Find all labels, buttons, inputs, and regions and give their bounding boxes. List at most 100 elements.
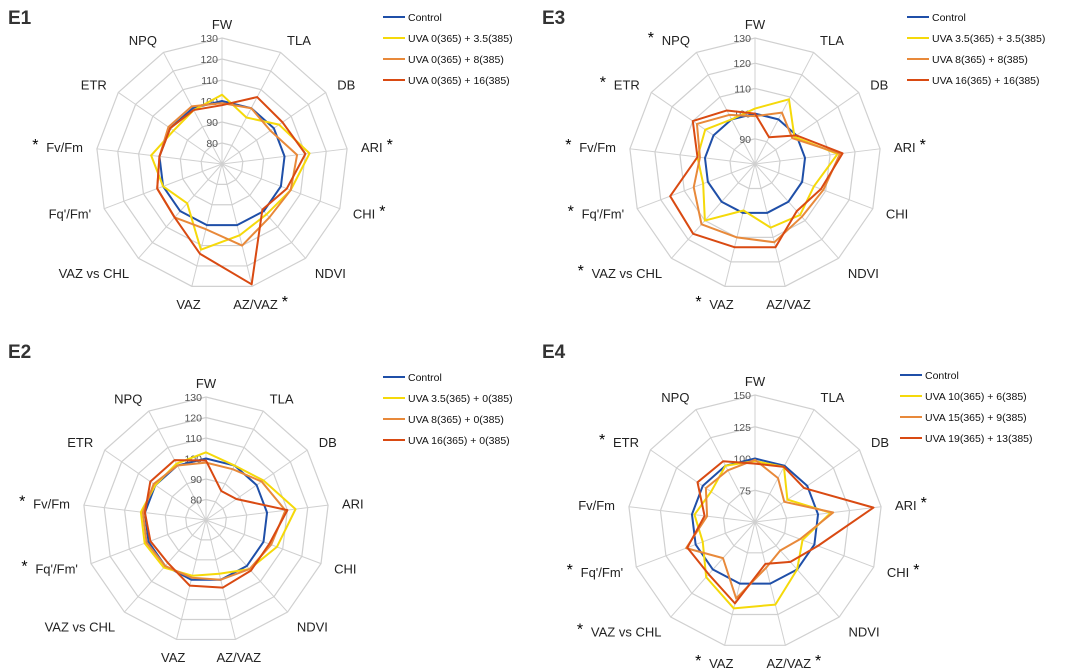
axis-label-chi: CHI bbox=[887, 565, 909, 580]
panel-title: E4 bbox=[542, 342, 566, 363]
significance-star: * bbox=[695, 294, 701, 311]
grid-spoke bbox=[696, 52, 756, 165]
tick-label: 120 bbox=[733, 58, 751, 70]
panel-title: E2 bbox=[8, 342, 31, 363]
legend-entry: UVA 3.5(365) + 3.5(385) bbox=[932, 33, 1045, 45]
axis-label-etr: ETR bbox=[613, 435, 639, 450]
significance-star: * bbox=[568, 204, 574, 221]
grid-ring bbox=[137, 79, 307, 247]
significance-star: * bbox=[19, 493, 25, 510]
radar-grid bbox=[628, 394, 882, 646]
panel-e3: E3 90 100 110 120 130 FW TLA DB ARI * CHI NDVI AZ/VAZ… bbox=[534, 0, 1068, 334]
grid-spoke bbox=[754, 148, 881, 165]
significance-star: * bbox=[379, 204, 385, 221]
radar-grid bbox=[83, 396, 329, 641]
axis-label-fq-fm: Fq'/Fm' bbox=[582, 207, 625, 222]
significance-star: * bbox=[567, 562, 573, 579]
axis-label-ari: ARI bbox=[361, 140, 383, 155]
axis-label-vaz: VAZ bbox=[709, 656, 733, 668]
series-line-uva-2 bbox=[692, 111, 842, 244]
significance-star: * bbox=[282, 294, 288, 311]
significance-star: * bbox=[387, 137, 393, 154]
axis-label-fv-fm: Fv/Fm bbox=[46, 140, 83, 155]
grid-ring bbox=[103, 416, 309, 621]
grid-spoke bbox=[754, 92, 859, 165]
axis-label-tla: TLA bbox=[821, 390, 845, 405]
axis-label-vaz: VAZ bbox=[709, 297, 733, 312]
tick-label: 75 bbox=[739, 485, 751, 497]
series-line-uva-1 bbox=[139, 451, 297, 577]
legend-entry: Control bbox=[408, 372, 442, 384]
significance-star: * bbox=[577, 622, 583, 639]
axis-label-chi: CHI bbox=[886, 207, 908, 222]
axis-label-db: DB bbox=[319, 435, 337, 450]
series-line-control bbox=[690, 457, 820, 585]
axis-label-az-vaz: AZ/VAZ bbox=[766, 656, 811, 668]
axis-label-etr: ETR bbox=[81, 77, 107, 92]
axis-label-ari: ARI bbox=[895, 498, 917, 513]
series-line-uva-1 bbox=[150, 93, 311, 251]
panel-e1: E1 80 90 100 110 120 130 FW TLA DB ARI * CHI * NDVI AZ/… bbox=[0, 0, 534, 334]
grid-spoke bbox=[637, 163, 756, 210]
axis-label-vaz-vs-chl: VAZ vs CHL bbox=[591, 625, 662, 640]
significance-star: * bbox=[600, 74, 606, 91]
legend-entry: UVA 0(365) + 16(385) bbox=[408, 75, 510, 87]
legend-entry: UVA 16(365) + 0(385) bbox=[408, 435, 510, 447]
grid-spoke bbox=[671, 163, 756, 259]
axis-label-ari: ARI bbox=[342, 496, 364, 511]
series-line-uva-3 bbox=[686, 460, 875, 605]
legend-entry: UVA 3.5(365) + 0(385) bbox=[408, 393, 513, 405]
series-line-uva-1 bbox=[696, 98, 839, 229]
axis-label-fw: FW bbox=[745, 17, 766, 32]
axis-label-etr: ETR bbox=[614, 77, 640, 92]
axis-label-db: DB bbox=[871, 435, 889, 450]
axis-label-vaz-vs-chl: VAZ vs CHL bbox=[592, 266, 663, 281]
legend-entry: Control bbox=[408, 12, 442, 24]
axis-label-npq: NPQ bbox=[661, 390, 689, 405]
axis-label-db: DB bbox=[870, 77, 888, 92]
tick-label: 130 bbox=[200, 33, 218, 45]
grid-ring bbox=[123, 437, 289, 601]
significance-star: * bbox=[913, 562, 919, 579]
legend: Control UVA 0(365) + 3.5(385) UVA 0(365) +… bbox=[383, 12, 513, 87]
axis-label-az-vaz: AZ/VAZ bbox=[233, 297, 278, 312]
axis-label-vaz-vs-chl: VAZ vs CHL bbox=[45, 620, 116, 635]
axis-label-chi: CHI bbox=[353, 207, 375, 222]
tick-label: 90 bbox=[739, 134, 751, 146]
tick-label: 120 bbox=[200, 54, 218, 66]
axis-label-az-vaz: AZ/VAZ bbox=[217, 650, 262, 665]
tick-label: 130 bbox=[733, 33, 751, 45]
axis-label-tla: TLA bbox=[270, 392, 294, 407]
grid-spoke bbox=[754, 163, 786, 287]
legend: Control UVA 3.5(365) + 3.5(385) UVA 8(365)… bbox=[907, 12, 1045, 87]
series-line-uva-2 bbox=[141, 461, 287, 581]
axis-label-tla: TLA bbox=[287, 33, 311, 48]
tick-label: 80 bbox=[206, 138, 218, 150]
grid-ring bbox=[729, 138, 781, 190]
tick-label: 120 bbox=[184, 413, 202, 425]
grid-ring bbox=[83, 396, 329, 641]
axis-label-fv-fm: Fv/Fm bbox=[33, 496, 70, 511]
significance-star: * bbox=[920, 137, 926, 154]
panel-e2: E2 80 90 100 110 120 130 FW TLA DB ARI CHI NDVI AZ/VA… bbox=[0, 334, 534, 668]
significance-star: * bbox=[599, 432, 605, 449]
grid-spoke bbox=[724, 163, 756, 287]
legend-entry: UVA 0(365) + 3.5(385) bbox=[408, 33, 513, 45]
significance-star: * bbox=[565, 137, 571, 154]
axis-label-fq-fm: Fq'/Fm' bbox=[35, 562, 78, 577]
grid-spoke bbox=[754, 52, 814, 165]
grid-ring bbox=[659, 426, 851, 616]
tick-label: 110 bbox=[734, 83, 751, 95]
axis-label-vaz: VAZ bbox=[176, 297, 200, 312]
grid-ring bbox=[179, 121, 265, 206]
radar-grid bbox=[96, 37, 348, 287]
panel-title: E3 bbox=[542, 8, 565, 29]
grid-ring bbox=[722, 489, 788, 554]
legend-entry: UVA 8(365) + 8(385) bbox=[932, 54, 1028, 66]
grid-ring bbox=[185, 498, 227, 541]
tick-label: 150 bbox=[733, 390, 751, 402]
grid-ring bbox=[654, 62, 856, 263]
axis-label-az-vaz: AZ/VAZ bbox=[766, 297, 811, 312]
tick-label: 110 bbox=[185, 433, 202, 445]
